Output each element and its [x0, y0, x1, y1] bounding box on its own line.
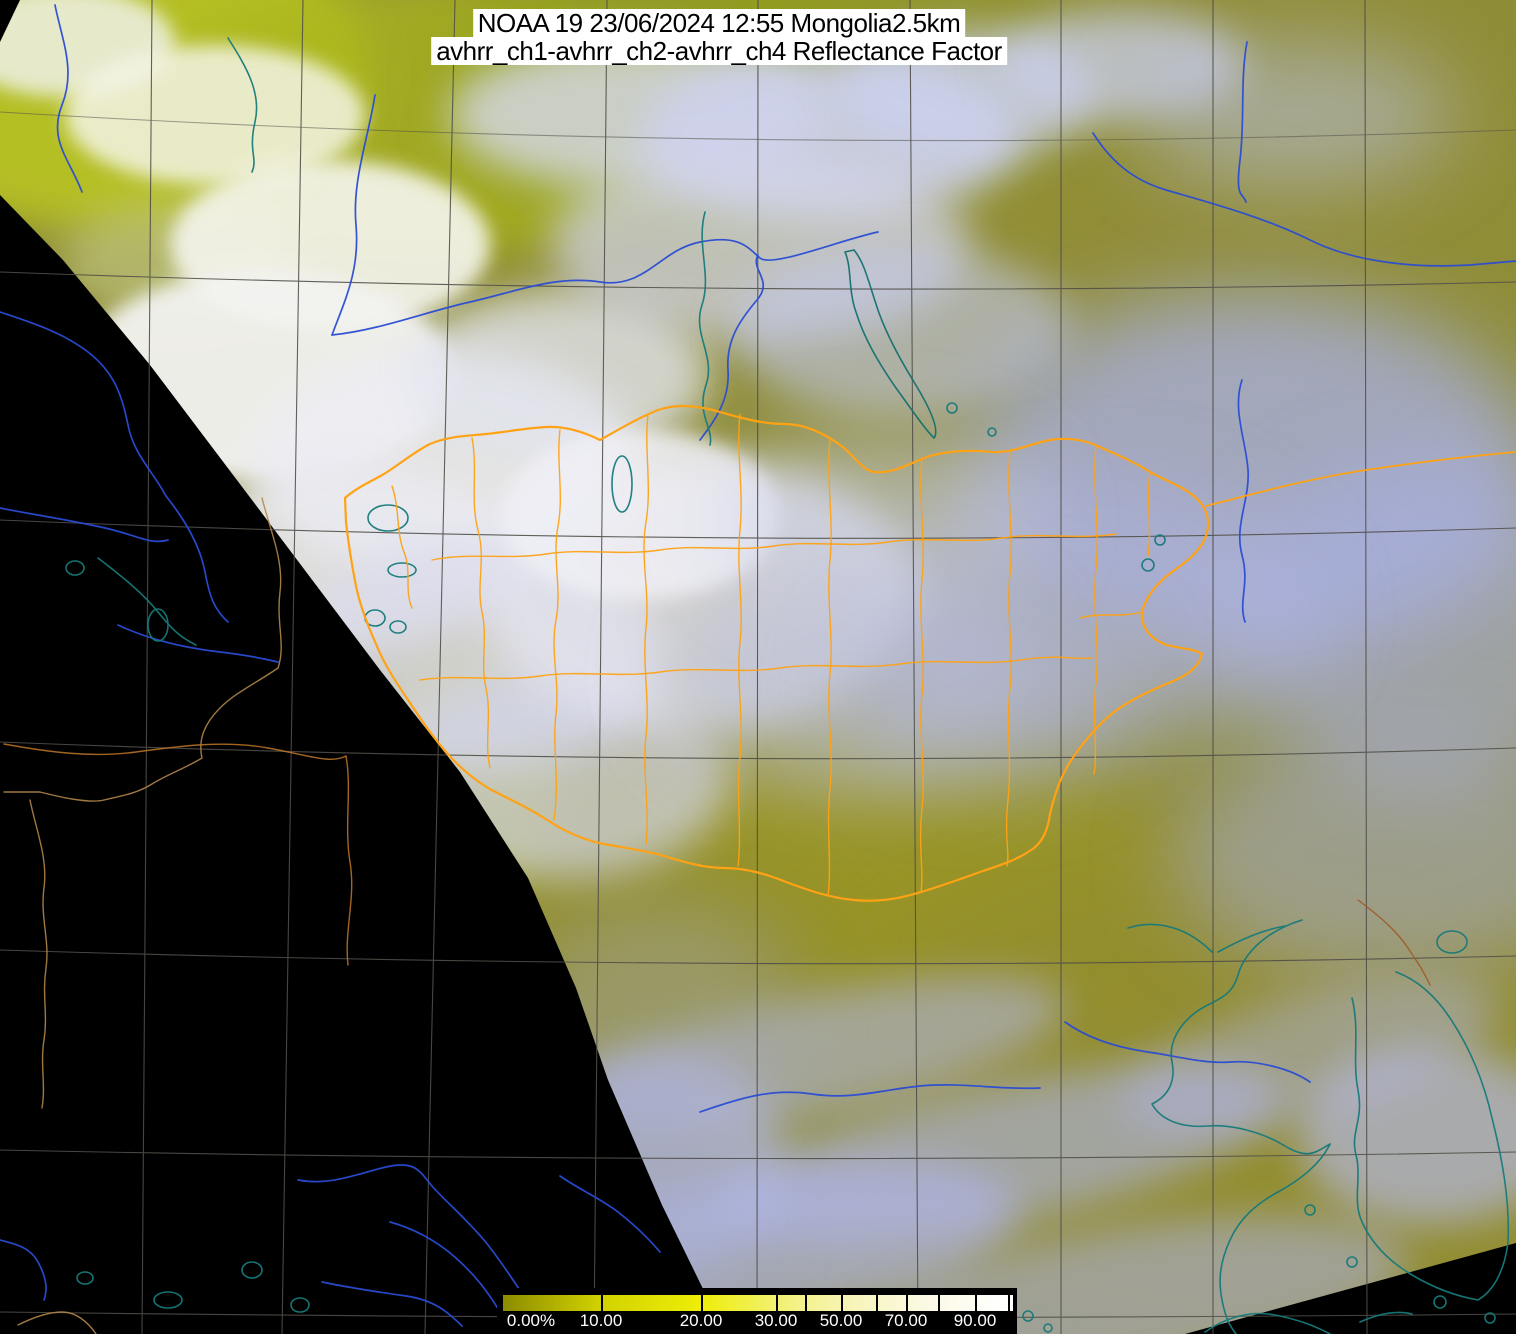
colorbar-tick-label: 0.00%	[506, 1311, 556, 1330]
colorbar-tick-label: 10.00	[579, 1311, 623, 1330]
river-teal	[698, 211, 712, 446]
border-redbrown-yalu	[1357, 899, 1431, 986]
lake-outline	[387, 562, 417, 578]
title-line-1: NOAA 19 23/06/2024 12:55 Mongolia2.5km	[472, 9, 966, 37]
colorbar-tick	[776, 1295, 778, 1311]
coastline-liaodong	[1217, 925, 1286, 953]
border-argun-northeast	[1205, 451, 1516, 507]
river-lines	[0, 4, 1516, 1327]
island-outline	[1484, 1312, 1496, 1324]
mongolia-borders	[343, 404, 1516, 902]
neighbor-border-lines	[3, 497, 282, 1334]
colorbar-tick	[601, 1295, 603, 1311]
colorbar-tick-label: 20.00	[679, 1311, 723, 1330]
coastline-bohai	[1127, 923, 1213, 953]
lake-outline	[147, 608, 169, 642]
lake-outline	[290, 1297, 310, 1313]
island-outline	[1022, 1310, 1034, 1322]
island-outline	[1304, 1204, 1316, 1216]
colorbar-tick	[906, 1295, 908, 1311]
title-line-2: avhrr_ch1-avhrr_ch2-avhrr_ch4 Reflectanc…	[431, 37, 1007, 65]
coastline-shandong	[1151, 919, 1331, 1334]
lake-outline	[76, 1271, 94, 1285]
colorbar-tick	[938, 1295, 940, 1311]
colorbar-tick	[701, 1295, 703, 1311]
colorbar-tick	[876, 1295, 878, 1311]
off-swath-corner-wedge	[1185, 1243, 1516, 1334]
lake-outline	[241, 1261, 263, 1279]
image-title-block: NOAA 19 23/06/2024 12:55 Mongolia2.5km a…	[431, 9, 1007, 65]
island-outline	[1433, 1295, 1447, 1309]
colorbar-tick-label: 50.00	[819, 1311, 863, 1330]
colorbar-tick-label: 70.00	[884, 1311, 928, 1330]
lake-outline	[946, 402, 958, 414]
lake-outline	[1154, 534, 1166, 546]
lake-baikal-outline	[844, 249, 937, 439]
coastline-in-black	[1204, 1312, 1331, 1334]
colorbar-tick	[841, 1295, 843, 1311]
mongolia-outer-border	[343, 404, 1210, 902]
lake-outline	[389, 620, 407, 634]
colorbar-tick	[1008, 1295, 1010, 1311]
coastline-in-black	[1359, 1311, 1413, 1323]
river-teal	[227, 37, 258, 173]
lake-outline	[987, 427, 997, 437]
colorbar-panel: 0.00% 10.00 20.00 30.00 50.00 70.00 90.0…	[497, 1288, 1017, 1334]
island-outline	[1346, 1256, 1358, 1268]
mongolia-province-borders	[391, 413, 1151, 897]
island-outline	[1043, 1323, 1053, 1333]
colorbar-gradient	[503, 1295, 1013, 1311]
river-teal	[97, 557, 197, 646]
lake-khovsgol-outline	[611, 455, 633, 513]
colorbar-tick	[805, 1295, 807, 1311]
lake-uvs-outline	[367, 504, 409, 532]
lake-khanka-outline	[1436, 930, 1468, 954]
lake-outline	[65, 560, 85, 576]
lake-outline	[1141, 558, 1155, 572]
lake-outline	[153, 1291, 183, 1309]
colorbar-tick-label: 90.00	[953, 1311, 997, 1330]
dim-orange-border-lines	[3, 743, 353, 966]
map-overlay-lines	[0, 4, 1516, 1334]
colorbar-tick-label: 30.00	[754, 1311, 798, 1330]
coastline-korea	[1351, 971, 1510, 1301]
colorbar-tick	[975, 1295, 977, 1311]
